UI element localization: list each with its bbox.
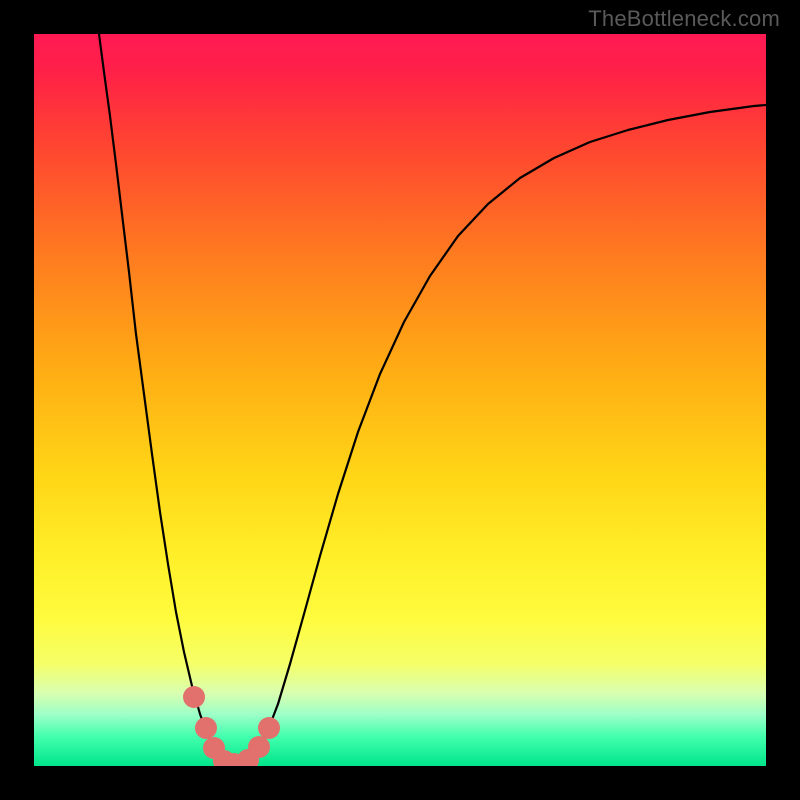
chart-svg: [34, 34, 766, 766]
curve-marker: [183, 686, 205, 708]
curve-marker: [258, 717, 280, 739]
curve-marker: [248, 736, 270, 758]
curve-marker: [195, 717, 217, 739]
chart-frame: TheBottleneck.com: [0, 0, 800, 800]
watermark-text: TheBottleneck.com: [588, 6, 780, 32]
plot-area: [34, 34, 766, 766]
